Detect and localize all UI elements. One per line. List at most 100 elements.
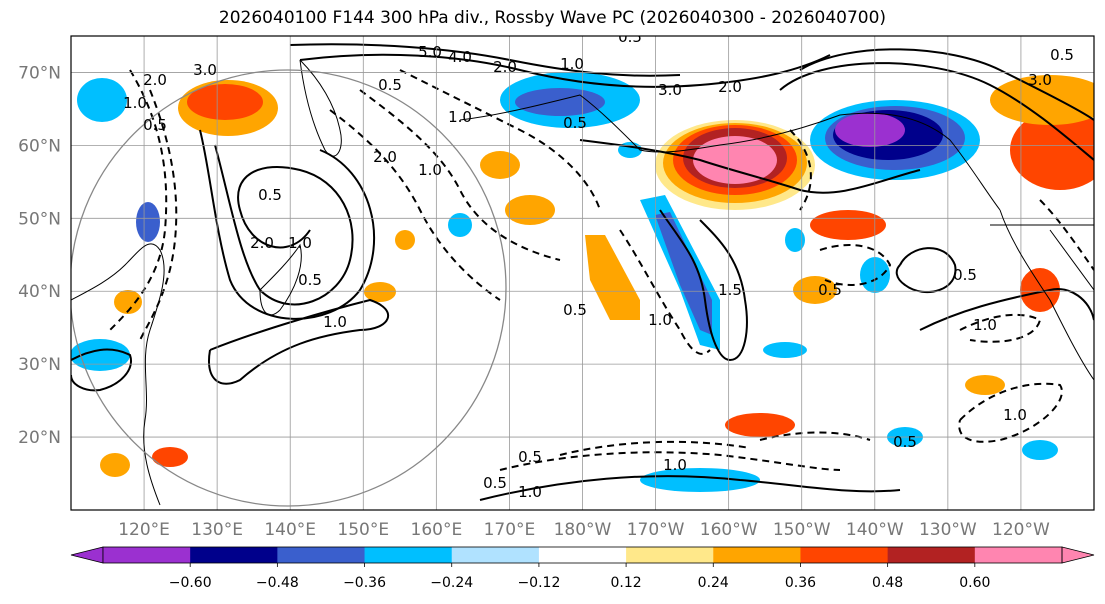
shade-cell bbox=[655, 212, 712, 335]
shade-cell bbox=[187, 84, 263, 120]
contour-label: 2.0 bbox=[373, 148, 397, 166]
contour-label: 4.0 bbox=[448, 48, 472, 66]
colorbar-swatch bbox=[190, 547, 278, 563]
contour-line-dashed bbox=[499, 451, 841, 471]
plot-border bbox=[70, 35, 1095, 511]
colorbar-tick-label: −0.36 bbox=[343, 575, 386, 591]
map-title: 2026040100 F144 300 hPa div., Rossby Wav… bbox=[218, 8, 887, 28]
shade-cell bbox=[618, 142, 642, 158]
lon-label: 150°E bbox=[337, 520, 389, 540]
shade-cell bbox=[395, 230, 415, 250]
contour-label: 1.0 bbox=[323, 313, 347, 331]
contour-label: 0.5 bbox=[483, 474, 507, 492]
contour-line bbox=[895, 247, 957, 294]
colorbar-tick-label: −0.48 bbox=[256, 575, 299, 591]
contour-line-dashed bbox=[819, 244, 892, 286]
shade-cell bbox=[77, 78, 127, 122]
shade-cell bbox=[152, 447, 188, 467]
contour-line-dashed bbox=[359, 89, 561, 261]
contour-label: 0.5 bbox=[258, 186, 282, 204]
contour-label: 1.0 bbox=[288, 234, 312, 252]
coastline-north-america-border bbox=[990, 224, 1094, 291]
contour-label: 0.5 bbox=[818, 281, 842, 299]
colorbar-tick-label: 0.36 bbox=[785, 575, 816, 591]
colorbar-swatch bbox=[626, 547, 714, 563]
shade-cell bbox=[965, 375, 1005, 395]
contour-line bbox=[208, 298, 390, 385]
coastline-north-america bbox=[999, 209, 1094, 381]
contour-label: 0.5 bbox=[563, 301, 587, 319]
contour-label: 3.0 bbox=[658, 81, 682, 99]
lon-label: 120°E bbox=[118, 520, 170, 540]
colorbar-left-triangle-arrow-icon bbox=[70, 546, 104, 564]
contour-label: 1.0 bbox=[973, 316, 997, 334]
colorbar-tick-label: 0.24 bbox=[698, 575, 729, 591]
shade-cell bbox=[785, 228, 805, 252]
lon-label: 170°W bbox=[627, 520, 685, 540]
lon-label: 130°W bbox=[919, 520, 977, 540]
shade-cell bbox=[1010, 110, 1094, 190]
contour-line-dashed bbox=[109, 69, 168, 331]
contour-label: 0.5 bbox=[953, 266, 977, 284]
contour-line bbox=[289, 43, 681, 77]
lat-label: 60°N bbox=[18, 136, 61, 156]
contour-label: 0.5 bbox=[618, 28, 642, 46]
colorbar-swatch bbox=[103, 547, 191, 563]
shade-cell bbox=[585, 235, 640, 320]
contour-label: 2.0 bbox=[250, 234, 274, 252]
lat-label: 20°N bbox=[18, 428, 61, 448]
lon-label: 160°W bbox=[700, 520, 758, 540]
contour-line bbox=[799, 48, 1094, 121]
colorbar: −0.60 −0.48 −0.36 −0.24 −0.12 0.12 0.24 0.36 0.4… bbox=[70, 546, 1095, 591]
colorbar-swatch bbox=[538, 547, 627, 563]
contour-line-dashed bbox=[399, 69, 601, 211]
colorbar-swatch bbox=[974, 547, 1063, 563]
contour-label: 1.0 bbox=[418, 161, 442, 179]
contour-label: 0.5 bbox=[893, 433, 917, 451]
contour-line-dashed bbox=[789, 129, 812, 211]
lon-label: 180°W bbox=[554, 520, 612, 540]
projection-circle-outline-icon bbox=[71, 69, 507, 507]
lon-label: 170°E bbox=[484, 520, 536, 540]
colorbar-tick-label: −0.24 bbox=[430, 575, 473, 591]
colorbar-swatch bbox=[277, 547, 366, 563]
contour-label: 0.5 bbox=[563, 114, 587, 132]
contour-label: 0.5 bbox=[1050, 46, 1074, 64]
shade-cell bbox=[505, 195, 555, 225]
coastline-asia bbox=[71, 243, 165, 506]
colorbar-swatch bbox=[887, 547, 976, 563]
contour-label: 3.0 bbox=[193, 61, 217, 79]
contour-line bbox=[299, 53, 831, 88]
shade-cell bbox=[793, 276, 837, 304]
contour-line-dashed bbox=[329, 109, 501, 301]
colorbar-tick-label: 0.48 bbox=[872, 575, 903, 591]
lon-label: 160°E bbox=[411, 520, 463, 540]
shade-cell bbox=[810, 210, 886, 240]
shade-cell bbox=[71, 339, 130, 371]
lat-label: 50°N bbox=[18, 209, 61, 229]
contour-label: 2.0 bbox=[718, 78, 742, 96]
colorbar-border bbox=[102, 546, 1063, 564]
contour-label: 3.0 bbox=[1028, 71, 1052, 89]
shade-cell bbox=[693, 136, 777, 184]
colorbar-swatch bbox=[364, 547, 453, 563]
colorbar-swatch bbox=[451, 547, 540, 563]
shade-cell bbox=[136, 202, 160, 242]
colorbar-swatch bbox=[800, 547, 889, 563]
contour-label: 2.0 bbox=[143, 71, 167, 89]
contour-label: 1.0 bbox=[648, 311, 672, 329]
shade-cell bbox=[114, 290, 142, 314]
shade-cell bbox=[640, 468, 760, 492]
lon-label: 140°W bbox=[846, 520, 904, 540]
shade-cell bbox=[448, 213, 472, 237]
shade-cell bbox=[835, 113, 905, 147]
coastlines bbox=[71, 59, 1094, 506]
shade-cell bbox=[725, 413, 795, 437]
contour-label-layer: 5.0 4.0 2.0 1.0 0.5 3.0 2.0 1.0 0.5 0.5 1.0 0.5 1.0 2… bbox=[123, 28, 1074, 501]
shade-cell bbox=[763, 342, 807, 358]
contour-line bbox=[199, 129, 375, 320]
graticule bbox=[71, 36, 1094, 510]
contour-label: 1.0 bbox=[123, 94, 147, 112]
contour-label: 0.5 bbox=[518, 448, 542, 466]
